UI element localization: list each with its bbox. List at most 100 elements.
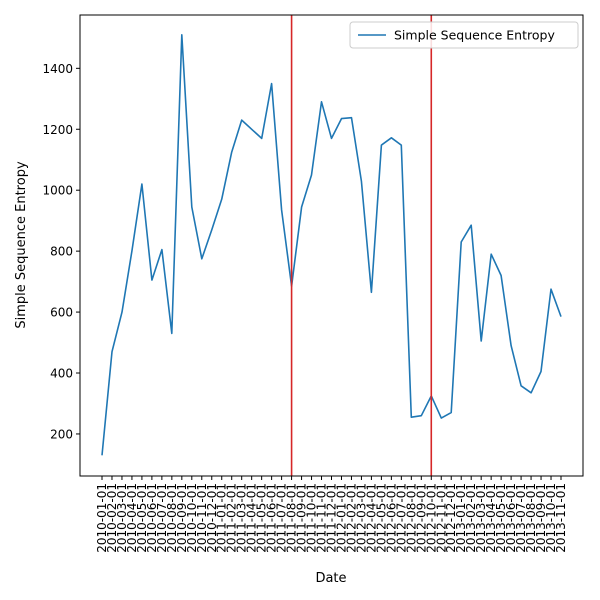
x-tick-label: 2011-01-01 bbox=[215, 483, 229, 553]
data-point bbox=[211, 229, 213, 231]
y-tick-label: 800 bbox=[50, 245, 73, 259]
data-point bbox=[111, 351, 113, 353]
y-tick-label: 1400 bbox=[42, 62, 73, 76]
x-tick-label: 2013-03-01 bbox=[474, 483, 488, 553]
x-tick-label: 2012-04-01 bbox=[364, 483, 378, 553]
x-tick-label: 2010-12-01 bbox=[205, 483, 219, 553]
x-tick-label: 2013-05-01 bbox=[494, 483, 508, 553]
data-point bbox=[500, 275, 502, 277]
x-tick-label: 2011-12-01 bbox=[325, 483, 339, 553]
x-tick-label: 2013-01-01 bbox=[454, 483, 468, 553]
x-tick-label: 2010-01-01 bbox=[95, 483, 109, 553]
data-point bbox=[371, 291, 373, 293]
legend-label: Simple Sequence Entropy bbox=[394, 28, 555, 43]
y-tick-label: 1200 bbox=[42, 123, 73, 137]
x-tick-label: 2012-05-01 bbox=[374, 483, 388, 553]
x-tick-label: 2012-01-01 bbox=[334, 483, 348, 553]
x-tick-label: 2011-10-01 bbox=[305, 483, 319, 553]
data-point bbox=[560, 316, 562, 318]
y-tick-label: 1000 bbox=[42, 184, 73, 198]
data-point bbox=[520, 385, 522, 387]
x-axis-title: Date bbox=[315, 571, 346, 586]
data-point bbox=[550, 288, 552, 290]
x-tick-label: 2012-02-01 bbox=[344, 483, 358, 553]
data-point bbox=[391, 137, 393, 139]
data-point bbox=[460, 241, 462, 243]
legend: Simple Sequence Entropy bbox=[349, 21, 579, 49]
data-point bbox=[241, 119, 243, 121]
data-point bbox=[440, 417, 442, 419]
x-tick-label: 2013-09-01 bbox=[534, 483, 548, 553]
x-tick-label: 2011-04-01 bbox=[245, 483, 259, 553]
x-tick-label: 2013-02-01 bbox=[464, 483, 478, 553]
data-point bbox=[331, 138, 333, 140]
data-point bbox=[341, 118, 343, 120]
x-tick-label: 2012-12-01 bbox=[444, 483, 458, 553]
x-tick-label: 2010-07-01 bbox=[155, 483, 169, 553]
x-tick-label: 2010-03-01 bbox=[115, 483, 129, 553]
x-tick-label: 2011-07-01 bbox=[275, 483, 289, 553]
axes-frame bbox=[79, 14, 584, 477]
data-point bbox=[311, 174, 313, 176]
data-point bbox=[381, 144, 383, 146]
data-point bbox=[201, 258, 203, 260]
x-tick-label: 2010-04-01 bbox=[125, 483, 139, 553]
x-tick-label: 2013-10-01 bbox=[544, 483, 558, 553]
data-point bbox=[421, 415, 423, 417]
x-tick-label: 2011-06-01 bbox=[265, 483, 279, 553]
data-point bbox=[321, 101, 323, 103]
axes: 2004006008001000120014002010-01-012010-0… bbox=[42, 14, 584, 553]
data-point bbox=[401, 144, 403, 146]
plot-area bbox=[101, 15, 562, 476]
data-point bbox=[281, 209, 283, 211]
data-point bbox=[121, 311, 123, 313]
x-tick-label: 2010-06-01 bbox=[145, 483, 159, 553]
x-tick-label: 2012-06-01 bbox=[384, 483, 398, 553]
x-tick-label: 2013-07-01 bbox=[514, 483, 528, 553]
x-tick-label: 2010-02-01 bbox=[105, 483, 119, 553]
data-point bbox=[530, 392, 532, 394]
y-tick-label: 600 bbox=[50, 306, 73, 320]
data-point bbox=[161, 249, 163, 251]
x-tick-label: 2011-08-01 bbox=[285, 483, 299, 553]
data-point bbox=[361, 180, 363, 182]
x-tick-label: 2012-11-01 bbox=[434, 483, 448, 553]
data-point bbox=[540, 371, 542, 373]
x-tick-label: 2010-11-01 bbox=[195, 483, 209, 553]
x-tick-label: 2012-03-01 bbox=[354, 483, 368, 553]
data-point bbox=[510, 345, 512, 347]
y-tick-label: 200 bbox=[50, 427, 73, 441]
data-point bbox=[450, 412, 452, 414]
x-tick-label: 2011-11-01 bbox=[315, 483, 329, 553]
data-point bbox=[141, 183, 143, 185]
x-tick-label: 2012-07-01 bbox=[394, 483, 408, 553]
data-point bbox=[171, 333, 173, 335]
y-tick-label: 400 bbox=[50, 367, 73, 381]
data-point bbox=[470, 224, 472, 226]
x-tick-label: 2011-03-01 bbox=[235, 483, 249, 553]
legend-box bbox=[349, 21, 579, 49]
data-point bbox=[181, 34, 183, 36]
x-tick-label: 2013-08-01 bbox=[524, 483, 538, 553]
x-tick-label: 2012-10-01 bbox=[424, 483, 438, 553]
x-tick-label: 2013-06-01 bbox=[504, 483, 518, 553]
data-point bbox=[261, 138, 263, 140]
data-point bbox=[191, 206, 193, 208]
series-line-0 bbox=[101, 33, 562, 456]
data-point bbox=[131, 250, 133, 252]
data-point bbox=[251, 128, 253, 130]
data-point bbox=[490, 253, 492, 255]
data-point bbox=[351, 117, 353, 119]
data-point bbox=[480, 340, 482, 342]
x-tick-label: 2010-09-01 bbox=[175, 483, 189, 553]
x-tick-label: 2013-11-01 bbox=[554, 483, 568, 553]
x-tick-label: 2013-04-01 bbox=[484, 483, 498, 553]
data-point bbox=[301, 206, 303, 208]
data-point bbox=[411, 416, 413, 418]
y-axis-title: Simple Sequence Entropy bbox=[14, 161, 29, 329]
data-point bbox=[231, 151, 233, 153]
data-point bbox=[271, 83, 273, 85]
x-tick-label: 2010-08-01 bbox=[165, 483, 179, 553]
data-point bbox=[151, 279, 153, 281]
